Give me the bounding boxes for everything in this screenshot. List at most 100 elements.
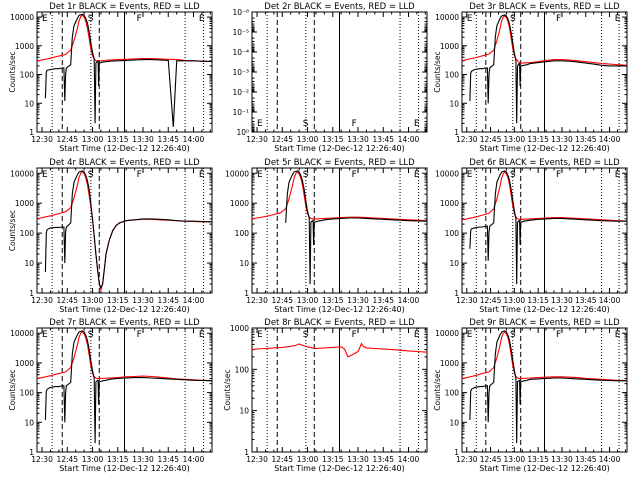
x-tick-label: 13:15	[527, 455, 549, 464]
x-tick-label: 13:45	[575, 296, 597, 305]
y-tick-label: 10⁻⁵	[232, 28, 249, 37]
y-tick-label: 1000	[440, 42, 459, 51]
y-tick-label: 10	[24, 418, 34, 427]
y-tick-label: 10⁻³	[232, 68, 249, 77]
events-series-line	[469, 330, 627, 444]
y-tick-label: 10	[449, 259, 459, 268]
y-tick-label: 10	[239, 407, 249, 416]
x-tick-label: 12:45	[480, 455, 502, 464]
x-axis-label: Start Time (12-Dec-12 12:26:40)	[59, 305, 190, 314]
phase-marker: F	[556, 170, 561, 180]
phase-marker: E	[414, 119, 420, 129]
y-axis-label: Counts/sec	[433, 51, 442, 92]
y-tick-label: 10	[449, 99, 459, 108]
panel-det-7: Det 7r BLACK = Events, RED = LLD 12:30 12:…	[8, 318, 213, 473]
x-tick-label: 13:00	[82, 296, 104, 305]
x-tick-label: 12:30	[456, 455, 478, 464]
phase-marker: F	[352, 170, 357, 180]
x-tick-label: 13:45	[372, 296, 394, 305]
phase-marker: E	[42, 170, 48, 180]
x-tick-label: 13:00	[297, 455, 319, 464]
panel-title: Det 1r BLACK = Events, RED = LLD	[49, 2, 200, 12]
y-tick-label: 10⁻¹	[232, 108, 249, 117]
y-axis-label: Counts/sec	[8, 51, 17, 92]
y-tick-label: 100	[445, 229, 460, 238]
x-tick-label: 12:30	[246, 455, 268, 464]
phase-marker: S	[510, 330, 516, 340]
phase-marker: E	[467, 170, 473, 180]
x-axis-label: Start Time (12-Dec-12 12:26:40)	[274, 144, 405, 153]
x-tick-label: 13:15	[527, 296, 549, 305]
x-tick-label: 13:00	[297, 135, 319, 144]
y-tick-label: 10000	[225, 169, 249, 178]
x-tick-label: 12:45	[480, 135, 502, 144]
phase-marker: S	[303, 119, 309, 129]
x-tick-label: 13:45	[157, 135, 179, 144]
y-tick-label: 10⁻⁶	[232, 8, 249, 17]
phase-marker: E	[467, 330, 473, 340]
x-tick-label: 14:00	[398, 135, 420, 144]
x-axis-label: Start Time (12-Dec-12 12:26:40)	[479, 464, 610, 473]
x-tick-label: 12:30	[31, 135, 53, 144]
x-tick-label: 12:30	[456, 296, 478, 305]
panel-det-8: Det 8r BLACK = Events, RED = LLD 12:30 12:…	[223, 318, 428, 473]
panel-title: Det 3r BLACK = Events, RED = LLD	[469, 2, 620, 12]
phase-marker: F	[137, 14, 142, 24]
y-tick-label: 100	[235, 229, 250, 238]
y-tick-label: 10000	[10, 13, 34, 22]
panel-title: Det 9r BLACK = Events, RED = LLD	[469, 318, 620, 328]
y-tick-label: 10000	[10, 169, 34, 178]
phase-marker: E	[42, 330, 48, 340]
y-tick-label: 100	[445, 71, 460, 80]
x-tick-label: 13:45	[575, 455, 597, 464]
phase-marker: E	[467, 14, 473, 24]
x-tick-label: 13:45	[157, 296, 179, 305]
x-tick-label: 14:00	[599, 296, 621, 305]
phase-marker: S	[510, 14, 516, 24]
phase-marker: S	[303, 170, 309, 180]
x-tick-label: 13:45	[372, 455, 394, 464]
y-tick-label: 1	[29, 448, 34, 457]
x-tick-label: 12:30	[246, 135, 268, 144]
x-tick-label: 14:00	[599, 455, 621, 464]
x-tick-label: 13:00	[297, 296, 319, 305]
x-tick-label: 12:45	[56, 296, 78, 305]
y-tick-label: 10	[449, 418, 459, 427]
events-series-line	[469, 14, 627, 124]
y-tick-label: 1	[29, 128, 34, 137]
phase-marker: S	[303, 330, 309, 340]
panel-det-5: Det 5r BLACK = Events, RED = LLD 12:30 12:…	[225, 158, 428, 314]
x-tick-label: 13:15	[107, 455, 129, 464]
phase-marker: E	[615, 14, 621, 24]
x-tick-label: 13:30	[347, 455, 369, 464]
y-tick-label: 10	[239, 259, 249, 268]
events-series-line	[285, 170, 427, 285]
y-tick-label: 1000	[15, 359, 34, 368]
x-tick-label: 12:30	[31, 296, 53, 305]
y-tick-label: 100	[445, 389, 460, 398]
phase-marker: S	[88, 170, 94, 180]
x-tick-label: 12:45	[271, 296, 293, 305]
events-series-line	[44, 330, 212, 444]
x-tick-label: 12:45	[56, 135, 78, 144]
y-tick-label: 100	[20, 71, 35, 80]
y-tick-label: 10	[24, 259, 34, 268]
x-tick-label: 14:00	[398, 296, 420, 305]
x-tick-label: 13:15	[527, 135, 549, 144]
x-tick-label: 13:30	[551, 455, 573, 464]
x-tick-label: 13:30	[551, 135, 573, 144]
panel-det-3: Det 3r BLACK = Events, RED = LLD 12:30 12:…	[433, 2, 628, 153]
y-tick-label: 1	[244, 289, 249, 298]
y-tick-label: 100	[20, 229, 35, 238]
y-tick-label: 10000	[435, 169, 459, 178]
y-tick-label: 1	[454, 448, 459, 457]
x-tick-label: 12:45	[271, 455, 293, 464]
events-series-line	[44, 13, 212, 127]
y-tick-label: 10	[24, 99, 34, 108]
y-tick-label: 1000	[15, 42, 34, 51]
panel-title: Det 5r BLACK = Events, RED = LLD	[264, 158, 415, 168]
phase-marker: F	[352, 330, 357, 340]
phase-marker: F	[137, 330, 142, 340]
panel-det-2: Det 2r BLACK = Events, RED = LLD 12:30 12:…	[232, 2, 428, 153]
x-axis-label: Start Time (12-Dec-12 12:26:40)	[59, 144, 190, 153]
